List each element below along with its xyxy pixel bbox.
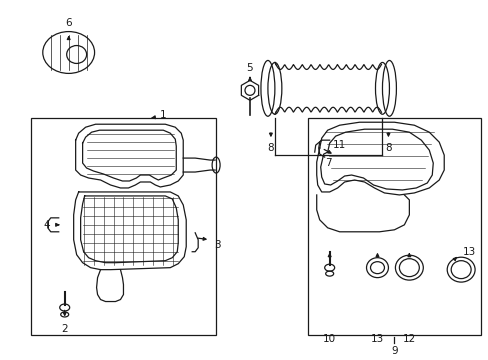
Text: 9: 9 (390, 346, 397, 356)
Bar (307, 118, 480, 336)
Text: 11: 11 (332, 140, 346, 150)
Text: 2: 2 (61, 324, 68, 334)
Bar (31, 118, 216, 336)
Text: 3: 3 (213, 240, 220, 250)
Text: 12: 12 (402, 334, 415, 345)
Text: 8: 8 (267, 143, 274, 153)
Text: 10: 10 (323, 334, 336, 345)
Text: 4: 4 (43, 220, 50, 230)
Text: 1: 1 (160, 110, 166, 120)
Text: 6: 6 (65, 18, 72, 28)
Text: 13: 13 (462, 247, 475, 257)
Text: 7: 7 (325, 158, 331, 168)
Text: 5: 5 (246, 63, 253, 73)
Text: 13: 13 (370, 334, 384, 345)
Text: 8: 8 (385, 143, 391, 153)
